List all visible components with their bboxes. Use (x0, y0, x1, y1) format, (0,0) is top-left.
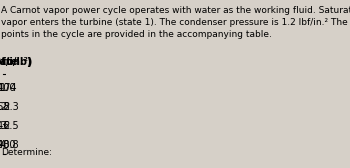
Text: 3: 3 (0, 121, 6, 131)
Text: 758.3: 758.3 (0, 102, 19, 112)
Text: State: State (0, 57, 18, 68)
Text: A Carnot vapor power cycle operates with water as the working fluid. Saturated l: A Carnot vapor power cycle operates with… (1, 6, 350, 39)
Text: 598.8: 598.8 (0, 140, 19, 150)
Text: 1: 1 (0, 83, 6, 93)
Text: 1400: 1400 (0, 140, 16, 150)
Text: h (Btu/lb): h (Btu/lb) (0, 57, 32, 68)
Text: 2: 2 (0, 102, 6, 112)
Text: 4: 4 (0, 140, 6, 150)
Text: 446.5: 446.5 (0, 121, 19, 131)
Text: 1174: 1174 (0, 83, 18, 93)
Text: 1400: 1400 (0, 83, 16, 93)
Text: Determine:: Determine: (1, 148, 52, 157)
Text: p (lbf/in.²): p (lbf/in.²) (0, 57, 32, 68)
Text: 1.2: 1.2 (0, 121, 12, 131)
Text: 1.2: 1.2 (0, 102, 12, 112)
